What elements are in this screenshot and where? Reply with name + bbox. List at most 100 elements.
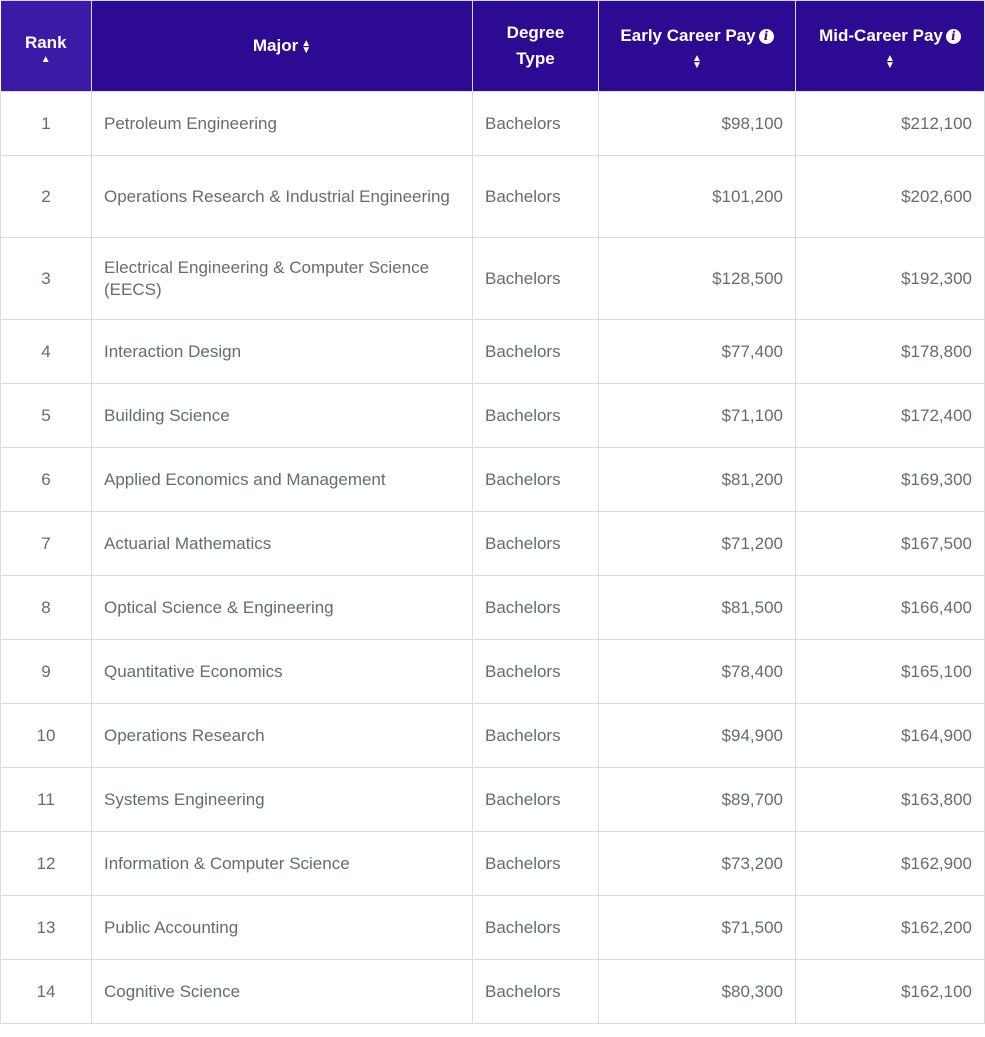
rank-cell: 7	[0, 511, 92, 576]
major-cell: Public Accounting	[91, 895, 473, 960]
early-cell: $128,500	[598, 237, 796, 320]
degree-cell: Bachelors	[472, 511, 599, 576]
mid-pay-header[interactable]: Mid-Career Pay i ▲ ▼	[795, 0, 985, 92]
major-cell: Information & Computer Science	[91, 831, 473, 896]
major-label: Major	[252, 36, 299, 55]
rank-cell: 1	[0, 91, 92, 156]
info-icon[interactable]: i	[945, 29, 961, 44]
degree-cell: Bachelors	[472, 91, 599, 156]
major-cell: Building Science	[91, 383, 473, 448]
rank-cell: 2	[0, 155, 92, 238]
table-row: 2 Operations Research & Industrial Engine…	[0, 155, 985, 238]
early-cell: $98,100	[598, 91, 796, 156]
table-row: 3 Electrical Engineering & Computer Scien…	[0, 237, 985, 320]
table-row: 8 Optical Science & Engineering Bachelors $…	[0, 575, 985, 640]
rank-header[interactable]: Rank ▲	[0, 0, 92, 92]
rank-cell: 5	[0, 383, 92, 448]
major-cell: Operations Research & Industrial Enginee…	[91, 155, 473, 238]
mid-cell: $167,500	[795, 511, 985, 576]
rank-cell: 11	[0, 767, 92, 832]
mid-cell: $162,900	[795, 831, 985, 896]
sort-icon: ▲ ▼	[301, 37, 312, 56]
rank-cell: 3	[0, 237, 92, 320]
major-cell: Quantitative Economics	[91, 639, 473, 704]
degree-cell: Bachelors	[472, 383, 599, 448]
mid-cell: $162,200	[795, 895, 985, 960]
table-row: 11 Systems Engineering Bachelors $89,700 $16…	[0, 767, 985, 832]
sort-asc-icon: ▲	[40, 53, 51, 65]
mid-cell: $165,100	[795, 639, 985, 704]
early-cell: $101,200	[598, 155, 796, 238]
mid-cell: $202,600	[795, 155, 985, 238]
major-cell: Systems Engineering	[91, 767, 473, 832]
mid-cell: $166,400	[795, 575, 985, 640]
degree-cell: Bachelors	[472, 155, 599, 238]
rank-cell: 4	[0, 319, 92, 384]
mid-cell: $169,300	[795, 447, 985, 512]
degree-cell: Bachelors	[472, 767, 599, 832]
table-row: 14 Cognitive Science Bachelors $80,300 $162,…	[0, 959, 985, 1024]
early-cell: $77,400	[598, 319, 796, 384]
major-cell: Applied Economics and Management	[91, 447, 473, 512]
major-cell: Optical Science & Engineering	[91, 575, 473, 640]
table-row: 9 Quantitative Economics Bachelors $78,400 $…	[0, 639, 985, 704]
rank-cell: 10	[0, 703, 92, 768]
rank-cell: 6	[0, 447, 92, 512]
mid-cell: $178,800	[795, 319, 985, 384]
early-cell: $71,100	[598, 383, 796, 448]
rank-cell: 12	[0, 831, 92, 896]
major-cell: Petroleum Engineering	[91, 91, 473, 156]
degree-cell: Bachelors	[472, 447, 599, 512]
early-cell: $78,400	[598, 639, 796, 704]
degree-cell: Bachelors	[472, 959, 599, 1024]
early-cell: $71,200	[598, 511, 796, 576]
rank-cell: 13	[0, 895, 92, 960]
table-row: 6 Applied Economics and Management Bachelo…	[0, 447, 985, 512]
early-cell: $81,200	[598, 447, 796, 512]
degree-label: Degree Type	[506, 23, 565, 68]
sort-icon: ▲ ▼	[692, 53, 702, 71]
sort-icon: ▲ ▼	[885, 53, 895, 71]
early-cell: $80,300	[598, 959, 796, 1024]
major-cell: Actuarial Mathematics	[91, 511, 473, 576]
mid-cell: $212,100	[795, 91, 985, 156]
major-cell: Interaction Design	[91, 319, 473, 384]
degree-cell: Bachelors	[472, 575, 599, 640]
table-row: 13 Public Accounting Bachelors $71,500 $162,…	[0, 895, 985, 960]
rank-cell: 9	[0, 639, 92, 704]
mid-cell: $192,300	[795, 237, 985, 320]
major-cell: Cognitive Science	[91, 959, 473, 1024]
degree-cell: Bachelors	[472, 895, 599, 960]
mid-cell: $172,400	[795, 383, 985, 448]
table-row: 7 Actuarial Mathematics Bachelors $71,200 $1…	[0, 511, 985, 576]
degree-cell: Bachelors	[472, 319, 599, 384]
mid-label: Mid-Career Pay	[819, 26, 943, 45]
early-cell: $73,200	[598, 831, 796, 896]
degree-cell: Bachelors	[472, 831, 599, 896]
mid-cell: $164,900	[795, 703, 985, 768]
degree-cell: Bachelors	[472, 703, 599, 768]
rank-cell: 8	[0, 575, 92, 640]
early-cell: $89,700	[598, 767, 796, 832]
early-label: Early Career Pay	[620, 26, 756, 45]
rank-label: Rank	[24, 32, 67, 52]
early-cell: $81,500	[598, 575, 796, 640]
mid-cell: $162,100	[795, 959, 985, 1024]
table-row: 4 Interaction Design Bachelors $77,400 $178,…	[0, 319, 985, 384]
major-header[interactable]: Major ▲ ▼	[91, 0, 473, 92]
info-icon[interactable]: i	[758, 29, 774, 44]
degree-header[interactable]: Degree Type	[472, 0, 599, 92]
table-row: 5 Building Science Bachelors $71,100 $172,40…	[0, 383, 985, 448]
mid-cell: $163,800	[795, 767, 985, 832]
degree-cell: Bachelors	[472, 639, 599, 704]
early-pay-header[interactable]: Early Career Pay i ▲ ▼	[598, 0, 796, 92]
early-cell: $71,500	[598, 895, 796, 960]
degree-cell: Bachelors	[472, 237, 599, 320]
table-row: 1 Petroleum Engineering Bachelors $98,100 $2…	[0, 91, 985, 156]
major-cell: Operations Research	[91, 703, 473, 768]
rank-cell: 14	[0, 959, 92, 1024]
major-cell: Electrical Engineering & Computer Scienc…	[91, 237, 473, 320]
table-row: 12 Information & Computer Science Bachelor…	[0, 831, 985, 896]
early-cell: $94,900	[598, 703, 796, 768]
